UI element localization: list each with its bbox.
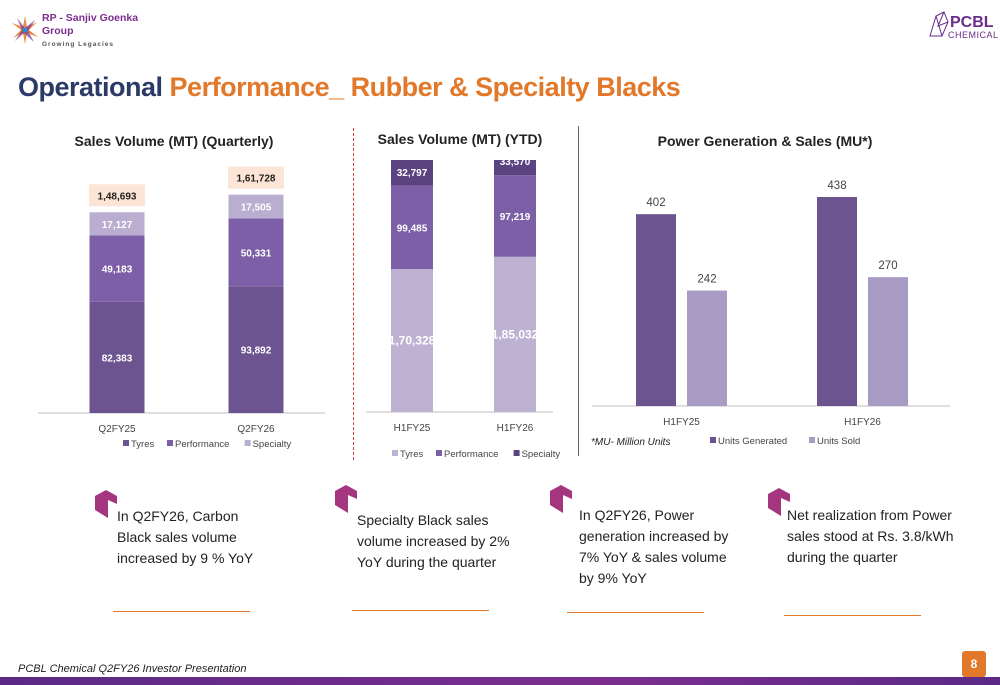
footer-text: PCBL Chemical Q2FY26 Investor Presentati… [18,663,247,675]
data-label: 99,485 [397,223,428,234]
bar-performance-h1fy25 [391,185,433,270]
data-label: 93,892 [241,346,272,357]
bar-performance-h1fy26 [494,175,536,257]
bar-tyres-h1fy25 [391,269,433,412]
logo-group-name: RP - Sanjiv Goenka [42,12,139,24]
total-label: 1,48,693 [98,191,137,202]
rpsg-logo-icon [12,16,38,44]
note-specialty-black: Specialty Black sales volume increased b… [357,512,510,570]
note-net-realization: Net realization from Power sales stood a… [787,507,954,565]
legend-label: Specialty [253,439,292,450]
logo-group-word: Group [42,25,74,37]
pcbl-logo-subtext: CHEMICAL [948,30,999,40]
page-title-part1: Operational [18,72,163,102]
bar-performance-q2fy26 [228,218,284,287]
footer-bar [0,677,1000,685]
legend-swatch [710,437,716,443]
data-label: 50,331 [241,248,272,259]
pcbl-logo-icon [929,11,949,37]
bullet-icon [768,488,790,516]
chart-divider-dashed [353,128,354,460]
x-tick-label: H1FY25 [394,423,431,434]
chart-title-quarterly: Sales Volume (MT) (Quarterly) [74,133,274,149]
data-label: 1,85,032 [492,327,539,341]
page-title: Operational Performance_ Rubber & Specia… [18,72,681,103]
total-box [228,166,284,189]
data-label: 32,797 [397,168,428,179]
bullet-icon [550,485,572,513]
note-carbon-black: In Q2FY26, Carbon Black sales volume inc… [117,508,254,566]
data-label: 97,219 [500,212,531,223]
note-power-generation: In Q2FY26, Power generation increased by… [579,507,729,586]
legend-swatch [809,437,815,443]
pcbl-logo-text: PCBL [950,14,994,31]
note-underline [113,611,250,612]
bar-tyres-q2fy26 [228,286,284,413]
page-title-part2: Performance_ Rubber & Specialty Blacks [169,72,681,102]
legend-swatch [244,440,251,446]
data-label: 1,70,328 [389,334,436,348]
note-underline [352,610,489,611]
data-label: 242 [697,274,716,286]
note-underline [567,612,704,613]
bar-tyres-h1fy26 [494,256,536,412]
bar-tyres-q2fy25 [89,301,145,413]
legend-label: Units Generated [718,436,787,447]
bar-units-sold-h1fy25 [687,290,727,406]
bar-units-generated-h1fy25 [636,214,676,406]
bullet-icon [95,490,117,518]
chart-ytd-sales: 1,70,32899,48532,7973,02,610H1FY251,85,0… [366,160,561,460]
bar-specialty-h1fy26 [494,160,536,176]
legend-label: Units Sold [817,436,860,447]
chart-title-ytd: Sales Volume (MT) (YTD) [377,131,543,147]
x-tick-label: H1FY26 [497,423,534,434]
legend-swatch [513,450,520,456]
bar-units-generated-h1fy26 [817,197,857,406]
legend-label: Tyres [400,449,423,460]
logo-tagline: Growing Legacies [42,41,114,48]
legend-swatch [436,450,442,456]
page-number: 8 [962,651,986,677]
legend-label: Specialty [522,449,561,460]
chart-divider-solid [578,126,579,456]
footnote: *MU- Million Units [591,437,670,448]
data-label: 402 [646,197,665,209]
data-label: 17,127 [102,220,133,231]
legend-label: Tyres [131,439,154,450]
data-label: 33,570 [500,160,531,168]
bar-specialty-q2fy26 [228,194,284,219]
legend-label: Performance [444,449,498,460]
legend-swatch [392,450,398,456]
legend-label: Performance [175,439,229,450]
chart-quarterly-sales: 82,383 49,183 17,127 1,48,693 Q2FY25 93,892 50… [38,166,325,450]
data-label: 17,505 [241,202,272,213]
x-tick-label: H1FY26 [844,417,881,428]
bar-performance-q2fy25 [89,235,145,302]
chart-title-power: Power Generation & Sales (MU*) [657,133,873,149]
legend-swatch [123,440,129,446]
bullet-icon [335,485,357,513]
x-tick-label: H1FY25 [663,417,700,428]
bar-units-sold-h1fy26 [868,277,908,406]
data-label: 49,183 [102,265,133,276]
bar-specialty-q2fy25 [89,212,145,236]
data-label: 270 [878,260,897,272]
chart-power-generation: 402 242 H1FY25 438 270 H1FY26 *MU- Million Uni… [591,180,950,448]
bar-specialty-h1fy25 [391,160,433,186]
data-label: 82,383 [102,353,133,364]
total-box [89,184,145,207]
note-underline [784,615,921,616]
x-tick-label: Q2FY25 [98,424,136,435]
data-label: 438 [827,180,846,192]
x-tick-label: Q2FY26 [237,424,275,435]
total-label: 1,61,728 [237,174,276,185]
legend-swatch [167,440,173,446]
